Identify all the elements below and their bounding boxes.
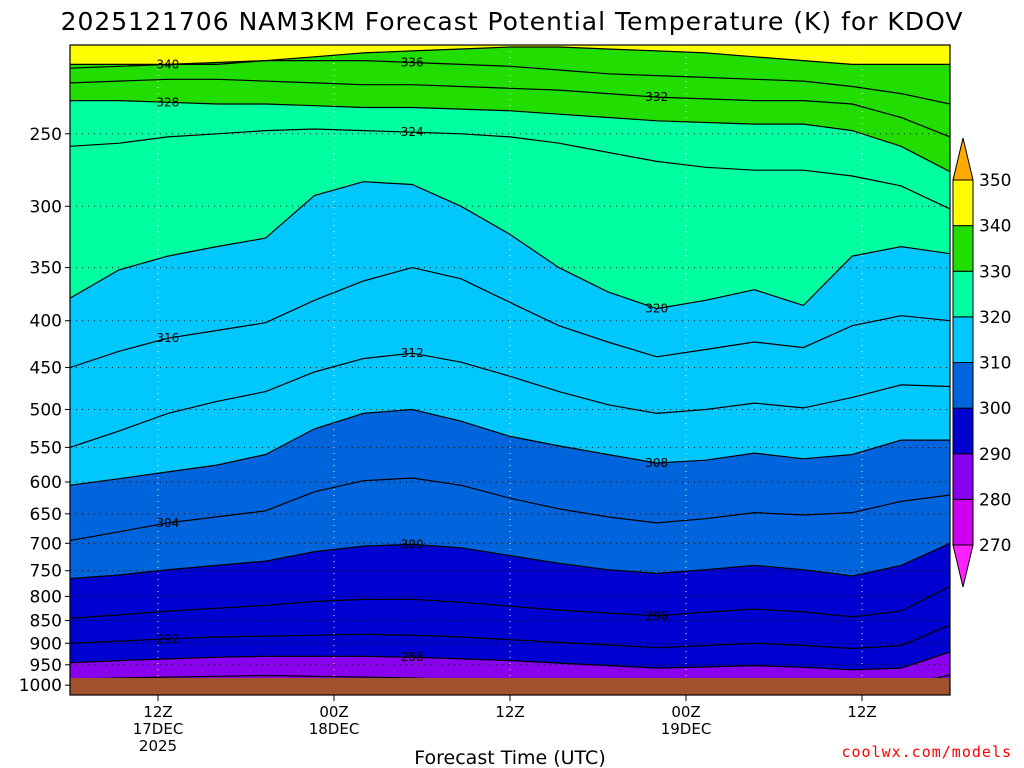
- colorbar-swatch-270: [952, 498, 974, 546]
- x-axis-label: Forecast Time (UTC): [414, 747, 605, 768]
- x-tick-label-6-2: 2025: [139, 737, 177, 755]
- isentrope-324: [70, 128, 950, 210]
- isentrope-316: [70, 266, 950, 369]
- x-tick-label-30-0: 12Z: [495, 703, 524, 721]
- y-tick-label-350: 350: [30, 259, 62, 279]
- colorbar-swatch-310: [952, 316, 974, 363]
- contour-label-304: 304: [156, 516, 179, 530]
- y-tick-label-950: 950: [30, 656, 62, 676]
- contour-label-332: 332: [645, 90, 668, 104]
- surface-ground: [70, 678, 950, 695]
- colorbar-swatch-280: [952, 453, 974, 500]
- x-tick-label-18-1: 18DEC: [309, 720, 360, 738]
- y-tick-label-300: 300: [30, 197, 62, 217]
- contour-label-336: 336: [401, 56, 424, 70]
- y-tick-label-600: 600: [30, 473, 62, 493]
- chart-title: 2025121706 NAM3KM Forecast Potential Tem…: [61, 7, 964, 36]
- isentrope-292: [70, 624, 950, 650]
- contour-label-320: 320: [645, 302, 668, 316]
- colorbar-label-330: 330: [979, 262, 1011, 282]
- isentrope-304: [70, 477, 950, 542]
- x-tick-label-42-1: 19DEC: [661, 720, 712, 738]
- y-tick-label-1000: 1000: [19, 676, 62, 696]
- y-tick-label-800: 800: [30, 587, 62, 607]
- colorbar-label-340: 340: [979, 217, 1011, 237]
- contour-label-296: 296: [645, 609, 668, 623]
- y-tick-label-400: 400: [30, 312, 62, 332]
- colorbar-label-310: 310: [979, 354, 1011, 374]
- y-tick-label-250: 250: [30, 125, 62, 145]
- y-axis: 2503003504004505005506006507007508008509…: [19, 125, 70, 696]
- colorbar-label-350: 350: [979, 171, 1011, 191]
- y-tick-label-700: 700: [30, 534, 62, 554]
- isentrope-336: [70, 60, 950, 105]
- x-tick-label-18-0: 00Z: [319, 703, 348, 721]
- contour-label-340: 340: [156, 57, 179, 71]
- isentrope-332: [70, 78, 950, 138]
- isentrope-320: [70, 181, 950, 310]
- contour-label-312: 312: [401, 346, 424, 360]
- isentrope-340: [70, 46, 950, 65]
- colorbar: 270 280 290 300 310 320 330 340 350: [952, 137, 1011, 588]
- grid-lines: [70, 45, 950, 695]
- colorbar-label-290: 290: [979, 445, 1011, 465]
- x-tick-label-6-1: 17DEC: [133, 720, 184, 738]
- filled-contours: [70, 45, 950, 695]
- colorbar-high-triangle: [952, 137, 974, 181]
- y-tick-label-450: 450: [30, 359, 62, 379]
- isentrope-296: [70, 585, 950, 619]
- x-tick-label-6-0: 12Z: [143, 703, 172, 721]
- colorbar-swatch-330: [952, 225, 974, 272]
- contour-label-292: 292: [156, 632, 179, 646]
- y-tick-label-550: 550: [30, 438, 62, 458]
- contour-label-308: 308: [645, 456, 668, 470]
- isentrope-300: [70, 542, 950, 580]
- x-tick-label-54-0: 12Z: [847, 703, 876, 721]
- plot-area: 340 336 332 328 324 320 316 312 308 304 300 296 292 2…: [70, 45, 950, 695]
- isentrope-288: [70, 651, 950, 671]
- colorbar-label-320: 320: [979, 308, 1011, 328]
- colorbar-low-triangle: [952, 544, 974, 588]
- colorbar-label-270: 270: [979, 536, 1011, 556]
- contour-label-288: 288: [401, 650, 424, 664]
- contour-label-316: 316: [156, 331, 179, 345]
- x-tick-label-42-0: 00Z: [671, 703, 700, 721]
- y-tick-label-650: 650: [30, 505, 62, 525]
- y-tick-label-900: 900: [30, 634, 62, 654]
- colorbar-swatch-340: [952, 179, 974, 227]
- contour-label-328: 328: [156, 95, 179, 109]
- y-tick-label-850: 850: [30, 612, 62, 632]
- colorbar-swatch-320: [952, 270, 974, 318]
- y-tick-label-500: 500: [30, 400, 62, 420]
- colorbar-swatch-300: [952, 362, 974, 409]
- contour-label-300: 300: [401, 537, 424, 551]
- colorbar-swatch-290: [952, 407, 974, 455]
- isentrope-308: [70, 408, 950, 486]
- colorbar-label-280: 280: [979, 490, 1011, 510]
- isentrope-328: [70, 100, 950, 173]
- credit-text: coolwx.com/models: [841, 743, 1012, 761]
- isentrope-312: [70, 352, 950, 448]
- y-tick-label-750: 750: [30, 562, 62, 582]
- contour-label-324: 324: [401, 125, 424, 139]
- colorbar-label-300: 300: [979, 399, 1011, 419]
